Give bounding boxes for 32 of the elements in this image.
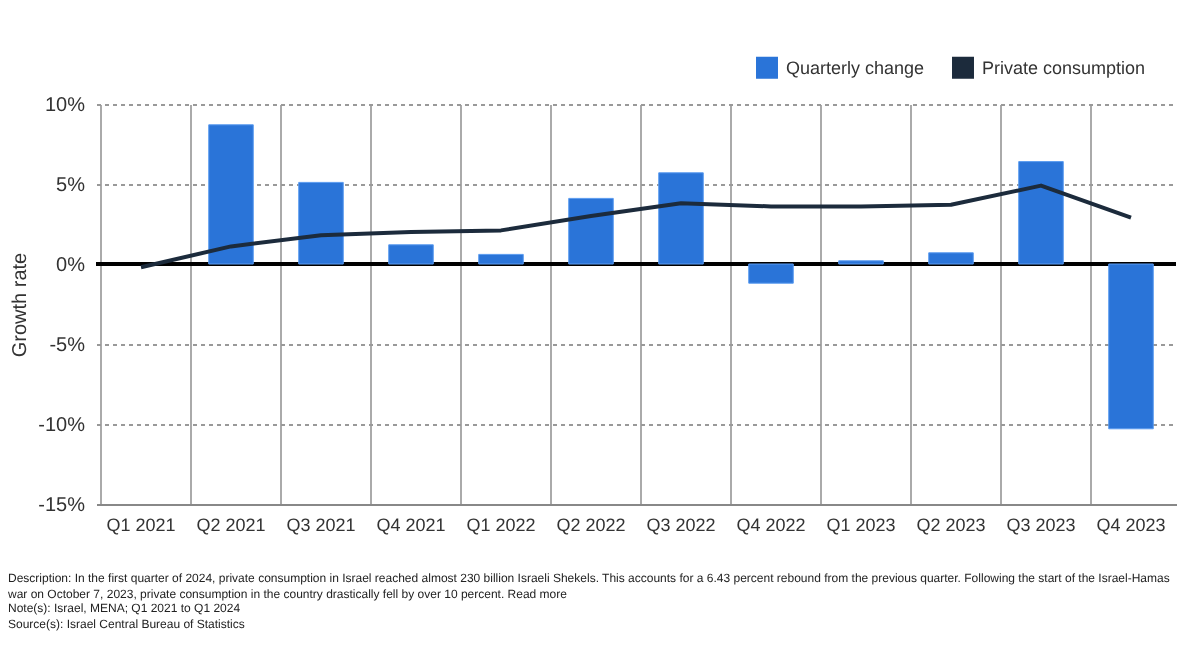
y-tick-label: -15%	[38, 495, 86, 517]
bar	[478, 253, 524, 265]
bar	[928, 252, 974, 265]
x-tick-label: Q2 2023	[916, 515, 986, 535]
x-tick-label: Q1 2022	[466, 515, 536, 535]
legend-label: Private consumption	[982, 57, 1146, 78]
y-tick-label: 5%	[56, 175, 86, 197]
bar	[298, 181, 344, 265]
x-tick-label: Q3 2023	[1006, 515, 1076, 535]
x-tick-label: Q4 2021	[376, 515, 446, 535]
bar	[388, 244, 434, 265]
y-tick-label: 0%	[56, 255, 86, 277]
y-tick-label: -10%	[38, 415, 86, 437]
bar	[658, 172, 704, 265]
x-tick-label: Q4 2023	[1096, 515, 1166, 535]
legend-label: Quarterly change	[786, 57, 925, 78]
bar	[568, 197, 614, 265]
x-tick-label: Q3 2021	[286, 515, 356, 535]
bar	[1018, 161, 1064, 265]
bar	[748, 263, 794, 284]
x-tick-label: Q4 2022	[736, 515, 806, 535]
bar	[208, 124, 254, 265]
x-tick-label: Q2 2022	[556, 515, 626, 535]
y-axis-title: Growth rate	[10, 251, 33, 358]
bar	[1108, 263, 1154, 430]
y-tick-label: -5%	[49, 335, 86, 357]
line-series	[139, 183, 1133, 270]
y-tick-label: 10%	[44, 95, 86, 117]
x-tick-label: Q2 2021	[196, 515, 266, 535]
x-tick-label: Q3 2022	[646, 515, 716, 535]
x-tick-label: Q1 2021	[106, 515, 176, 535]
x-tick-label: Q1 2023	[826, 515, 896, 535]
